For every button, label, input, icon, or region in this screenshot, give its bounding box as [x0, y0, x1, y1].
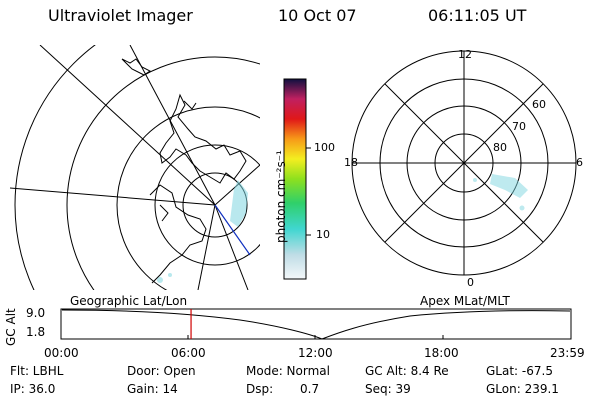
mlt-label-12: 12	[458, 48, 472, 61]
altitude-curve	[61, 309, 571, 340]
colorbar-unit-label: photon cm⁻²s⁻¹	[274, 150, 288, 243]
ip-status: IP: 36.0	[10, 382, 56, 396]
timeline-y-tick-max: 9.0	[26, 306, 46, 320]
time-label: 06:11:05 UT	[428, 6, 527, 25]
gc-alt-status: GC Alt: 8.4 Re	[365, 364, 449, 378]
mode-status: Mode: Normal	[246, 364, 330, 378]
mlat-label-80: 80	[493, 141, 507, 154]
mlat-label-60: 60	[532, 98, 546, 111]
timeline-x-tick-3: 18:00	[424, 346, 459, 360]
instrument-title: Ultraviolet Imager	[48, 6, 193, 25]
lat-circle-inner	[182, 172, 248, 238]
color-scale-bar	[283, 78, 311, 280]
mlat-label-70: 70	[512, 120, 526, 133]
door-status: Door: Open	[127, 364, 196, 378]
timeline-x-tick-1: 06:00	[171, 346, 206, 360]
mlt-label-0: 0	[467, 276, 474, 289]
date-label: 10 Oct 07	[278, 6, 357, 25]
geographic-coords-title: Geographic Lat/Lon	[70, 294, 188, 308]
geographic-map	[10, 45, 260, 290]
dsp-label: Dsp:	[246, 382, 274, 396]
glon-status: GLon: 239.1	[486, 382, 559, 396]
lat-circle-2	[116, 106, 260, 290]
coastline-peninsula	[159, 93, 247, 184]
timeline-y-tick-min: 1.8	[26, 325, 46, 339]
aurora-emission	[157, 180, 248, 283]
coastline-shelf	[149, 184, 207, 284]
lat-circle-1	[154, 144, 260, 266]
apex-coords-title: Apex MLat/MLT	[420, 294, 510, 308]
lat-circle-3	[66, 56, 260, 290]
lat-circle-outer	[14, 45, 96, 290]
timeline-x-tick-4: 23:59	[550, 346, 585, 360]
spacecraft-track	[214, 204, 251, 256]
dsp-value: 0.7	[300, 382, 320, 396]
colorbar-tick-100: 100	[314, 141, 335, 154]
seq-status: Seq: 39	[365, 382, 411, 396]
timeline-x-tick-2: 12:00	[298, 346, 333, 360]
timeline-x-tick-0: 00:00	[44, 346, 79, 360]
filter-status: Flt: LBHL	[10, 364, 64, 378]
mlt-label-6: 6	[576, 156, 583, 169]
gain-status: Gain: 14	[127, 382, 178, 396]
polar-aurora-emission	[473, 174, 528, 211]
colorbar-tick-10: 10	[316, 228, 330, 241]
glat-status: GLat: -67.5	[486, 364, 553, 378]
coastline-islands	[121, 58, 151, 76]
timeline-y-axis-label: GC Alt	[4, 308, 18, 346]
polar-plot	[351, 50, 577, 276]
mlt-label-18: 18	[344, 156, 358, 169]
altitude-timeline	[60, 308, 572, 340]
